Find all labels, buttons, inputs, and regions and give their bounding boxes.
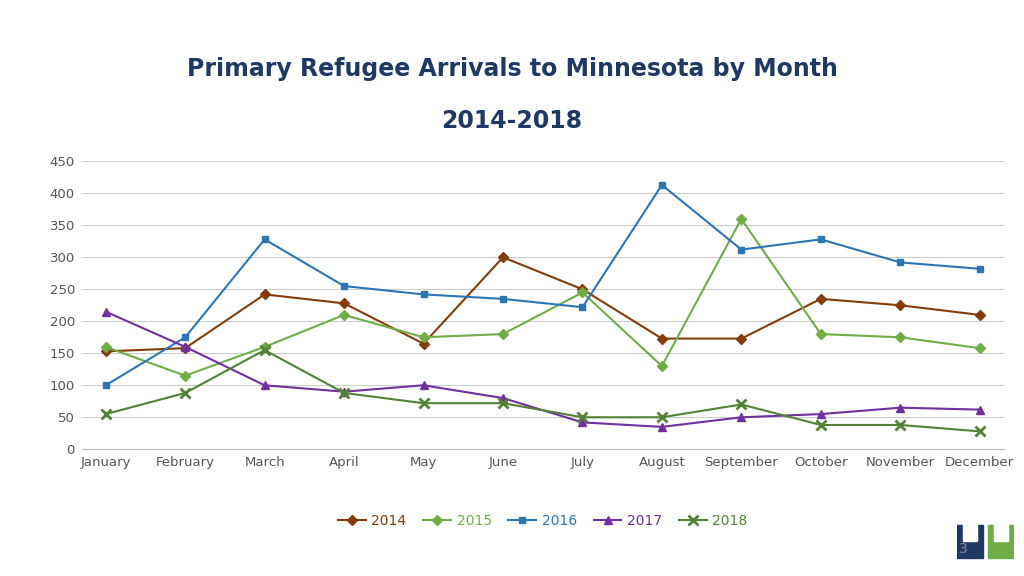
Line: 2015: 2015: [102, 215, 983, 379]
Line: 2016: 2016: [102, 181, 983, 389]
Bar: [957, 525, 983, 558]
2018: [894, 422, 906, 429]
2014: [815, 295, 827, 302]
Line: 2014: 2014: [102, 254, 983, 355]
2017: [735, 414, 748, 420]
Bar: [964, 521, 977, 541]
2014: [99, 348, 112, 355]
Bar: [988, 525, 1014, 558]
2016: [258, 236, 270, 243]
2018: [497, 400, 509, 407]
2014: [497, 254, 509, 261]
Text: Primary Refugee Arrivals to Minnesota by Month: Primary Refugee Arrivals to Minnesota by…: [186, 57, 838, 81]
2018: [577, 414, 589, 420]
2016: [179, 334, 191, 341]
2014: [974, 312, 986, 319]
2014: [655, 335, 668, 342]
Bar: [994, 521, 1009, 541]
2017: [815, 411, 827, 418]
2015: [418, 334, 430, 341]
Legend: 2014, 2015, 2016, 2017, 2018: 2014, 2015, 2016, 2017, 2018: [333, 508, 753, 533]
2014: [258, 291, 270, 298]
2016: [338, 283, 350, 290]
2017: [974, 406, 986, 413]
2015: [974, 344, 986, 351]
2018: [179, 389, 191, 396]
2015: [338, 312, 350, 319]
2014: [894, 302, 906, 309]
2018: [418, 400, 430, 407]
2015: [577, 289, 589, 296]
2014: [577, 286, 589, 293]
2017: [179, 343, 191, 350]
2016: [99, 382, 112, 389]
Text: 3: 3: [958, 542, 968, 556]
2016: [735, 246, 748, 253]
2016: [894, 259, 906, 266]
2015: [894, 334, 906, 341]
2015: [258, 343, 270, 350]
2017: [418, 382, 430, 389]
2016: [815, 236, 827, 243]
2018: [258, 347, 270, 354]
2016: [577, 304, 589, 310]
2017: [258, 382, 270, 389]
2016: [655, 181, 668, 188]
2017: [655, 423, 668, 430]
2018: [655, 414, 668, 420]
2017: [577, 419, 589, 426]
Line: 2018: 2018: [101, 345, 984, 436]
2014: [179, 344, 191, 351]
2015: [735, 215, 748, 222]
2014: [338, 300, 350, 307]
Text: 2014-2018: 2014-2018: [441, 109, 583, 133]
2015: [179, 372, 191, 379]
2016: [418, 291, 430, 298]
2015: [497, 331, 509, 338]
2017: [99, 308, 112, 315]
2017: [497, 395, 509, 401]
2014: [735, 335, 748, 342]
Line: 2017: 2017: [101, 308, 984, 431]
2015: [655, 363, 668, 370]
2018: [735, 401, 748, 408]
2015: [815, 331, 827, 338]
2018: [974, 428, 986, 435]
2017: [894, 404, 906, 411]
2014: [418, 340, 430, 347]
2018: [338, 389, 350, 396]
2016: [497, 295, 509, 302]
2018: [99, 411, 112, 418]
2015: [99, 343, 112, 350]
2017: [338, 388, 350, 395]
2018: [815, 422, 827, 429]
2016: [974, 266, 986, 272]
